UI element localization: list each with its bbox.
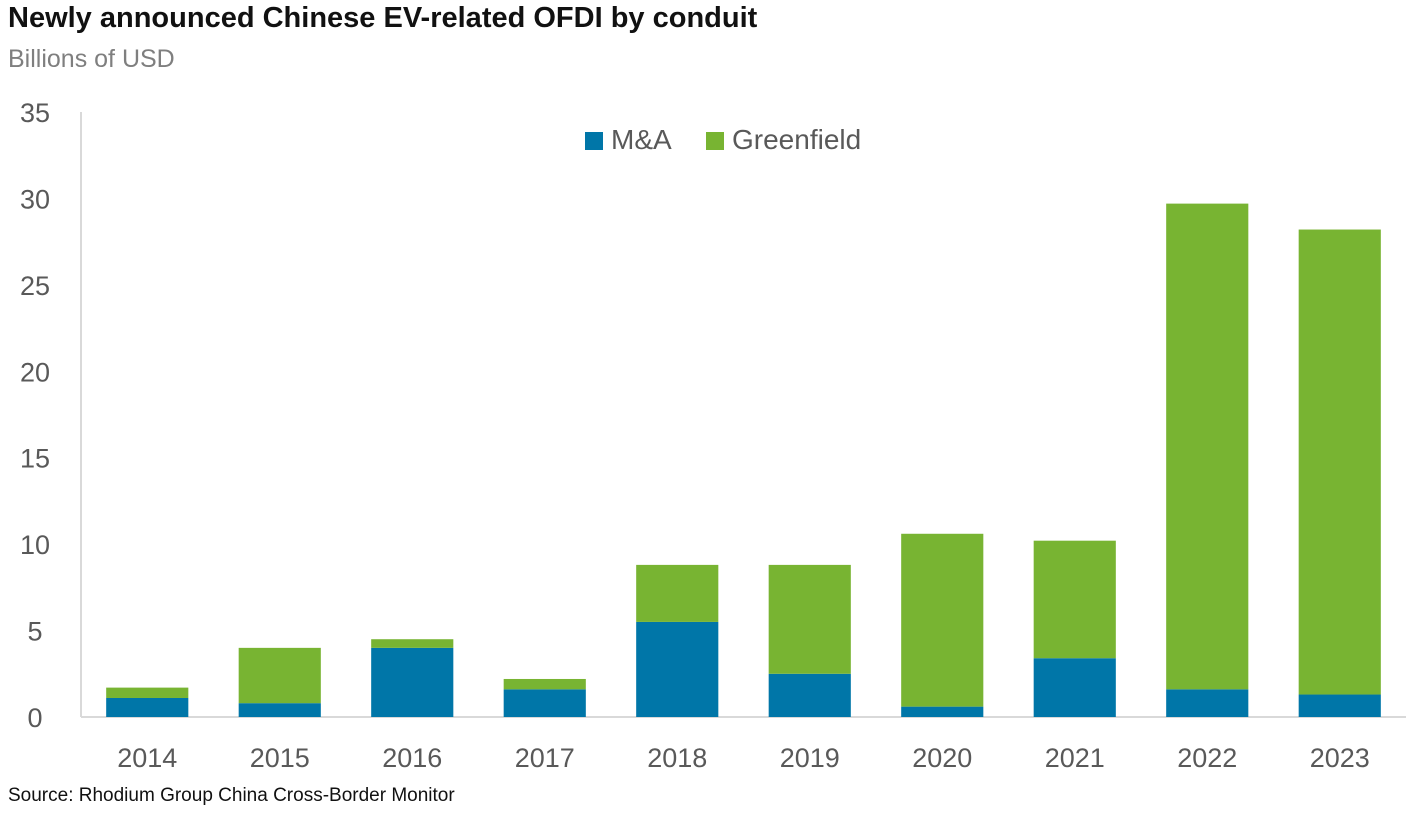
y-tick-label: 5 (27, 617, 42, 647)
y-tick-label: 20 (20, 357, 50, 387)
bar-ma-2023 (1298, 694, 1381, 717)
bar-greenfield-2019 (768, 564, 851, 674)
bar-ma-2018 (636, 621, 719, 717)
x-axis: 2014 2015 2016 2017 2018 2019 2020 2021 2022 2023 (81, 716, 1406, 773)
x-tick-label: 2016 (382, 743, 442, 773)
legend: M&A Greenfield (585, 124, 861, 155)
legend-label-greenfield: Greenfield (732, 124, 861, 155)
y-tick-label: 0 (27, 703, 42, 733)
x-tick-label: 2015 (250, 743, 310, 773)
bar-ma-2019 (768, 673, 851, 717)
bar-greenfield-2022 (1166, 203, 1249, 690)
bar-greenfield-2020 (901, 533, 984, 707)
bar-ma-2022 (1166, 689, 1249, 717)
x-tick-label: 2017 (515, 743, 575, 773)
bar-greenfield-2014 (106, 687, 189, 698)
chart-subtitle: Billions of USD (8, 45, 175, 73)
y-tick-label: 10 (20, 530, 50, 560)
bar-ma-2015 (238, 703, 321, 717)
bar-greenfield-2016 (371, 639, 454, 648)
x-tick-label: 2020 (912, 743, 972, 773)
bar-ma-2017 (503, 689, 586, 717)
bar-greenfield-2017 (503, 678, 586, 690)
x-tick-label: 2022 (1177, 743, 1237, 773)
bar-ma-2021 (1033, 658, 1116, 717)
x-tick-label: 2023 (1310, 743, 1370, 773)
chart-title: Newly announced Chinese EV-related OFDI … (8, 2, 758, 34)
y-tick-label: 30 (20, 184, 50, 214)
x-tick-label: 2021 (1045, 743, 1105, 773)
legend-label-ma: M&A (611, 124, 672, 155)
bar-greenfield-2021 (1033, 540, 1116, 659)
bar-ma-2016 (371, 647, 454, 717)
y-tick-label: 25 (20, 271, 50, 301)
y-tick-label: 35 (20, 98, 50, 128)
legend-swatch-ma (585, 132, 603, 150)
x-tick-label: 2019 (780, 743, 840, 773)
bar-ma-2020 (901, 706, 984, 717)
legend-swatch-greenfield (706, 132, 724, 150)
x-tick-label: 2014 (117, 743, 177, 773)
y-tick-label: 15 (20, 444, 50, 474)
source-note: Source: Rhodium Group China Cross-Border… (8, 785, 455, 806)
bar-greenfield-2015 (238, 647, 321, 704)
y-axis: 0 5 10 15 20 25 30 35 (20, 98, 82, 733)
bars (106, 203, 1381, 717)
bar-greenfield-2023 (1298, 229, 1381, 695)
bar-greenfield-2018 (636, 564, 719, 622)
bar-ma-2014 (106, 697, 189, 717)
x-tick-label: 2018 (647, 743, 707, 773)
